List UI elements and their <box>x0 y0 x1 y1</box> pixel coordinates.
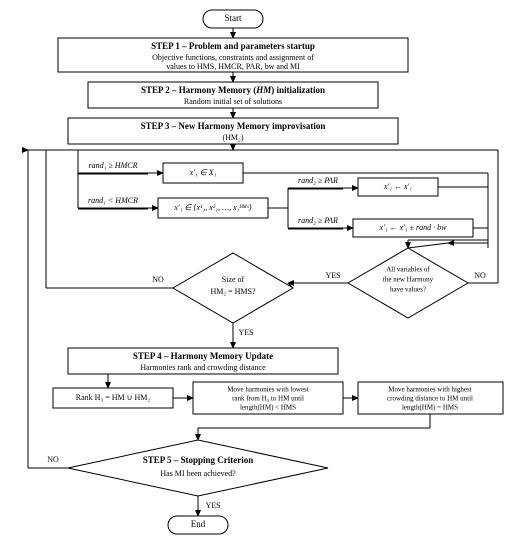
s5-yes: YES <box>205 501 220 510</box>
move1-l1: Move harmonies with lowest <box>227 386 309 394</box>
start-label: Start <box>225 13 242 23</box>
step1-body-l1: Objective functions, constraints and ass… <box>152 53 314 62</box>
d1-l1: Size of <box>222 275 245 284</box>
d2-no: NO <box>474 271 486 280</box>
move1-l3: length(HM) < HMS <box>240 404 296 412</box>
cond4: rand₂ ≥ PAR <box>298 216 338 225</box>
d2-yes: YES <box>325 271 340 280</box>
cond3: rand₂ ≥ PAR <box>298 176 338 185</box>
cond2: rand₁ < HMCR <box>88 196 138 205</box>
move2-l1: Move harmonies with highest <box>388 386 471 394</box>
step4-title: STEP 4 – Harmony Memory Update <box>133 351 273 361</box>
s5-no: NO <box>47 455 59 464</box>
assign2: x′₁ ∈ {x¹₁, x²₁, …, x₁ᴴᴹˢ} <box>173 203 252 212</box>
step4-body: Harmonies rank and crowding distance <box>140 363 266 372</box>
step2-title: STEP 2 – Harmony Memory (HM) initializat… <box>141 85 325 95</box>
step1-title: STEP 1 – Problem and parameters startup <box>151 41 315 51</box>
step5-title: STEP 5 – Stopping Criterion <box>143 455 254 465</box>
d2-l1: All variables of <box>386 266 430 274</box>
d1-yes: YES <box>238 328 253 337</box>
move2-l3: length(HM) = HMS <box>402 404 458 412</box>
step2-body: Random initial set of solutions <box>184 97 282 106</box>
step3-title: STEP 3 – New Harmony Memory improvisatio… <box>141 121 326 131</box>
step3-body: (HM₂) <box>222 133 243 142</box>
d2-l2: the new Harmony <box>383 276 434 284</box>
d2-l3: have values? <box>390 286 426 294</box>
assign1: x′₁ ∈ X₁ <box>189 168 217 177</box>
assign4: x′₁ ← x′₁ ± rand · bw <box>378 223 447 232</box>
assign3: x′₁ ← x′₁ <box>383 182 412 191</box>
flowchart: Start STEP 1 – Problem and parameters st… <box>8 8 508 544</box>
d1-no: NO <box>152 275 164 284</box>
rank-text: Rank H₃ = HM ∪ HM₂ <box>76 393 151 402</box>
step1-body-l2: values to HMS, HMCR, PAR, bw and MI <box>166 62 300 71</box>
step5-body: Has MI been achieved? <box>160 469 236 478</box>
move2-l2: crowding distance to HM until <box>387 395 473 403</box>
cond1: rand₁ ≥ HMCR <box>89 161 138 170</box>
end-label: End <box>191 519 206 529</box>
move1-l2: rank from H₃ to HM until <box>232 395 304 403</box>
d1-l2: HM₂ = HMS? <box>210 287 256 296</box>
